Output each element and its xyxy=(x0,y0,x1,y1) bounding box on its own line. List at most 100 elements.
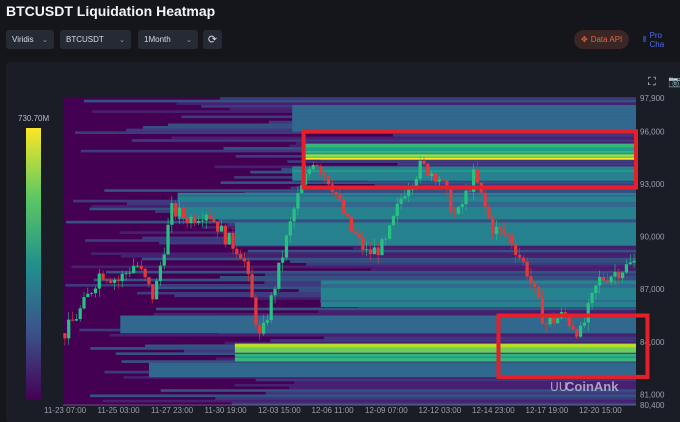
heatmap-cell xyxy=(232,244,636,248)
camera-icon[interactable]: 📷 xyxy=(668,76,680,88)
heatmap-band xyxy=(320,296,636,299)
heatmap-band xyxy=(292,124,636,127)
heatmap-band xyxy=(234,354,636,357)
heatmap-band xyxy=(320,283,636,287)
candle xyxy=(250,274,254,298)
y-tick-label: 96,000 xyxy=(640,127,665,136)
fullscreen-icon[interactable]: ⛶ xyxy=(648,76,656,88)
heatmap-cell xyxy=(247,249,636,253)
heatmap-cell xyxy=(371,268,636,271)
x-tick-label: 12-03 15:00 xyxy=(258,406,301,414)
x-tick-label: 12-12 03:00 xyxy=(419,406,462,414)
heatmap-band xyxy=(303,150,636,153)
heatmap-band xyxy=(177,205,636,208)
heatmap-cell xyxy=(219,97,636,100)
candle xyxy=(395,203,399,216)
candle xyxy=(624,264,629,273)
candle xyxy=(460,204,464,208)
range-select[interactable]: 1Month ⌄ xyxy=(138,30,198,49)
heatmap-band xyxy=(234,347,636,350)
heatmap-cell xyxy=(109,333,636,337)
x-tick-label: 11-23 07:00 xyxy=(44,406,87,414)
candle xyxy=(498,226,502,230)
heatmap-cell xyxy=(392,133,636,137)
y-tick-label: 87,000 xyxy=(640,285,665,294)
heatmap-cell xyxy=(215,397,636,400)
candle xyxy=(185,217,189,224)
heatmap-cell xyxy=(289,386,636,390)
heatmap-band xyxy=(120,331,637,334)
candle xyxy=(586,303,590,323)
heatmap-cell xyxy=(255,378,637,382)
candle xyxy=(422,160,426,164)
heatmap-cell xyxy=(142,257,636,261)
candle xyxy=(414,178,418,187)
candle xyxy=(82,297,86,309)
pro-chart-button[interactable]: ⦀ Pro Cha xyxy=(636,30,680,49)
heatmap-band xyxy=(320,292,636,295)
candle xyxy=(540,297,545,324)
candle xyxy=(361,237,365,250)
heatmap-cell xyxy=(160,389,637,392)
x-tick-label: 12-06 11:00 xyxy=(312,406,355,414)
heatmap-band xyxy=(292,175,636,178)
y-tick-label: 81,000 xyxy=(640,390,665,399)
symbol-select[interactable]: BTCUSDT ⌄ xyxy=(60,30,131,49)
y-tick-label: 80,400 xyxy=(640,401,665,410)
heatmap-band xyxy=(320,294,636,297)
candle xyxy=(449,188,453,213)
heatmap-band xyxy=(234,231,636,234)
candle xyxy=(605,280,609,283)
data-api-button[interactable]: ✥ Data API xyxy=(574,30,630,49)
candle xyxy=(582,322,587,326)
candle xyxy=(319,166,323,174)
candle xyxy=(617,272,621,279)
candle xyxy=(109,280,113,283)
candle xyxy=(219,225,224,232)
candle xyxy=(441,179,445,181)
candle xyxy=(292,208,296,222)
colormap-select[interactable]: Viridis ⌄ xyxy=(6,30,54,49)
candle xyxy=(548,317,552,325)
candle xyxy=(101,273,105,280)
candle xyxy=(342,198,346,214)
heatmap-band xyxy=(234,243,636,246)
heatmap-cell xyxy=(234,383,637,387)
candle xyxy=(296,193,300,209)
candle xyxy=(376,247,380,256)
candle xyxy=(487,206,491,219)
candle xyxy=(246,261,250,275)
candle xyxy=(403,196,407,199)
heatmap-band xyxy=(320,297,636,301)
page-title: BTCUSDT Liquidation Heatmap xyxy=(6,3,216,19)
heatmap-cell xyxy=(106,270,636,274)
heatmap-band xyxy=(234,222,636,225)
x-tick-label: 12-17 19:00 xyxy=(526,406,569,414)
heatmap-band xyxy=(234,240,636,243)
heatmap-band xyxy=(177,197,636,201)
data-api-label: Data API xyxy=(590,35,623,44)
candle xyxy=(536,286,541,298)
heatmap-band xyxy=(120,327,637,330)
candle xyxy=(529,276,533,283)
heatmap-band xyxy=(320,303,636,306)
heatmap-cell xyxy=(323,336,636,340)
heatmap-band xyxy=(320,301,636,304)
heatmap-band xyxy=(234,233,636,236)
heatmap-band xyxy=(120,317,637,320)
candle xyxy=(93,288,98,294)
heatmap-cell xyxy=(287,160,636,163)
candle xyxy=(124,273,128,275)
candle xyxy=(418,160,422,179)
heatmap-band xyxy=(148,373,636,376)
heatmap-band xyxy=(234,229,636,232)
heatmap-cell xyxy=(218,218,636,221)
candle xyxy=(391,215,396,226)
refresh-button[interactable]: ⟳ xyxy=(203,30,222,49)
candle xyxy=(166,224,170,255)
heatmap-cell xyxy=(155,307,636,311)
symbol-value: BTCUSDT xyxy=(66,35,104,44)
heatmap-band xyxy=(303,157,636,160)
candle xyxy=(613,272,617,277)
